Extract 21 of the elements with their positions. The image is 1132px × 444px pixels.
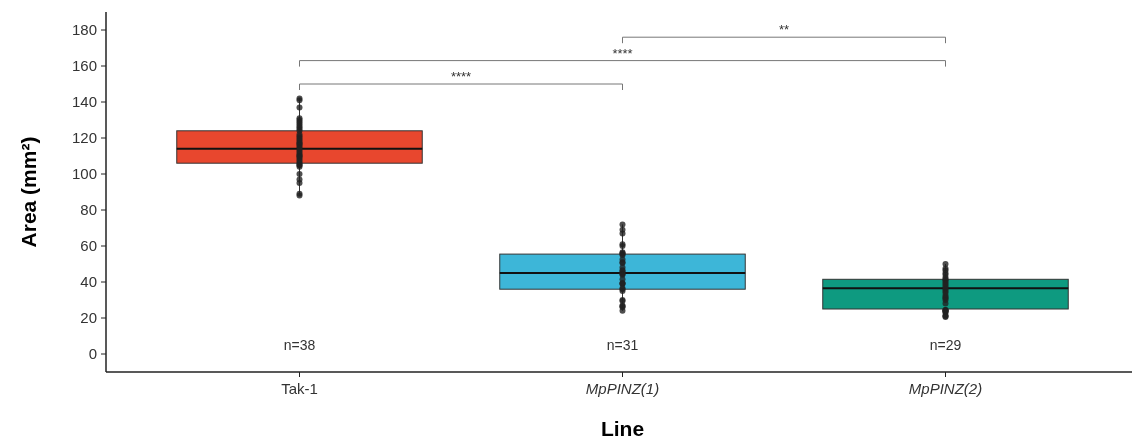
y-tick-label: 60: [80, 237, 97, 255]
y-tick-label: 80: [80, 201, 97, 219]
y-tick-label: 100: [71, 165, 97, 183]
y-tick-label: 0: [88, 345, 97, 363]
annotation: **: [778, 22, 790, 38]
y-tick-label: 120: [71, 129, 97, 147]
y-tick-label: 20: [80, 309, 97, 327]
y-axis-title: Area (mm²): [17, 136, 40, 248]
annotation: ****: [612, 45, 633, 61]
annotation: n=38: [283, 337, 316, 353]
annotation: n=31: [606, 337, 639, 353]
y-tick-label: 160: [71, 57, 97, 75]
y-tick-label: 180: [71, 21, 97, 39]
annotation: ****: [450, 69, 472, 84]
y-tick-label: 40: [80, 273, 97, 291]
x-tick-label: MpPINZ(1): [585, 380, 660, 397]
y-tick-label: 140: [71, 93, 97, 111]
x-axis-title: Line: [600, 417, 645, 440]
annotation: n=29: [929, 337, 962, 353]
x-tick-label: MpPINZ(2): [908, 380, 983, 397]
x-tick-label: Tak-1: [281, 380, 318, 397]
